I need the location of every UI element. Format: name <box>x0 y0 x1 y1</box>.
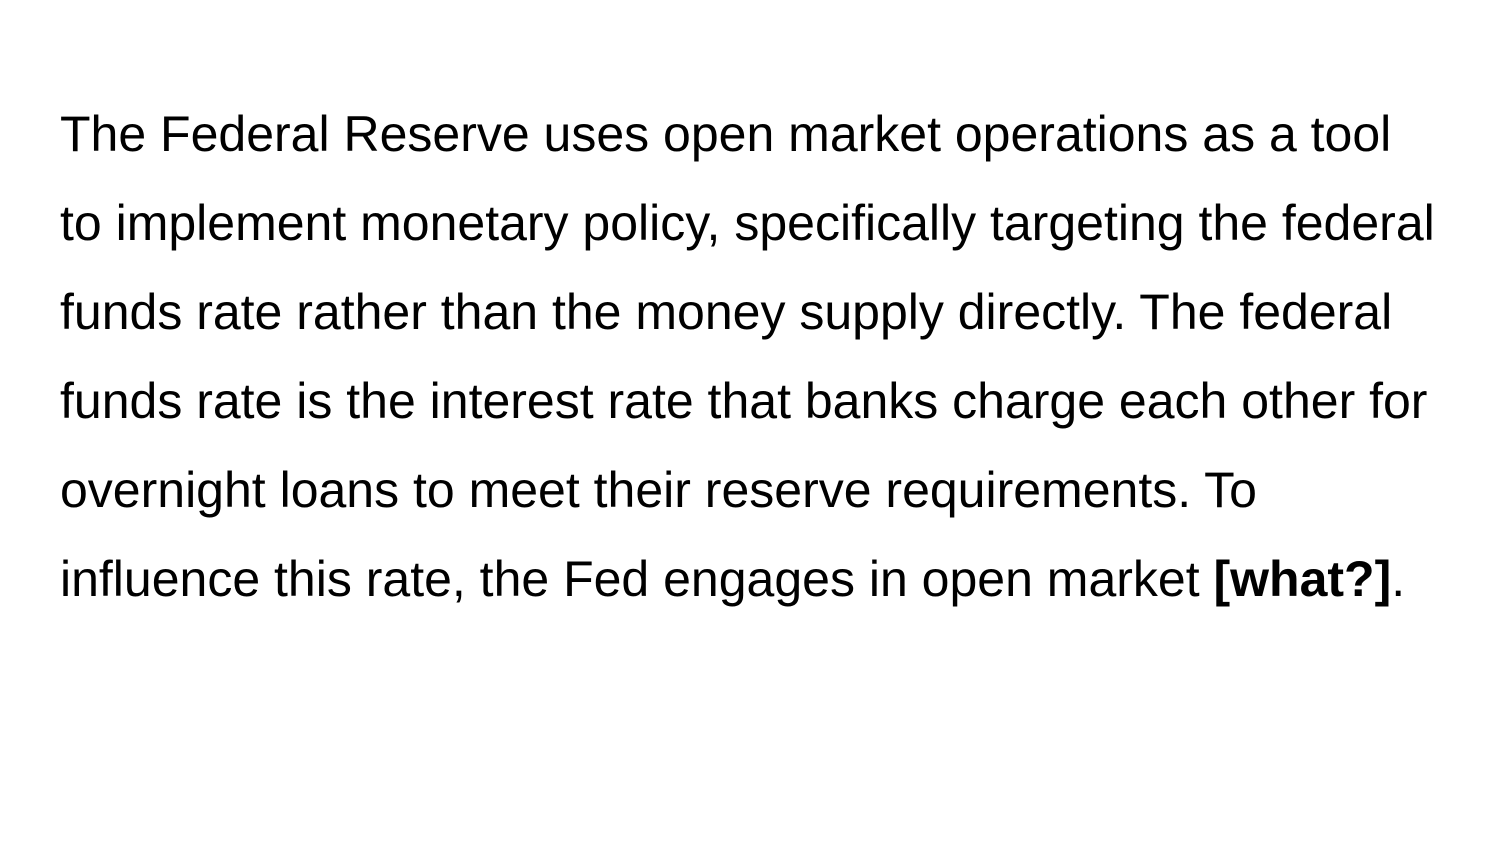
paragraph-text-before: The Federal Reserve uses open market ope… <box>60 106 1435 607</box>
paragraph-text-after: . <box>1391 551 1405 607</box>
body-paragraph: The Federal Reserve uses open market ope… <box>60 90 1440 624</box>
fill-in-blank: [what?] <box>1214 551 1392 607</box>
